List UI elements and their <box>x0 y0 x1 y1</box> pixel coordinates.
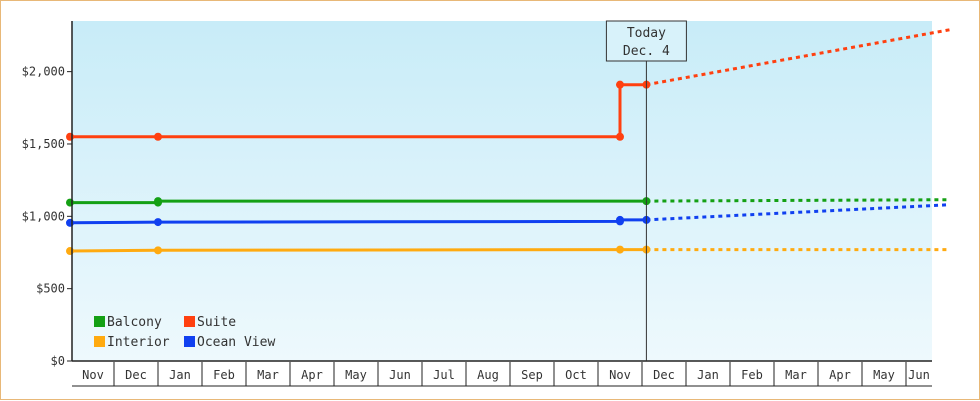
y-tick-label: $0 <box>51 354 65 368</box>
legend-label: Suite <box>197 315 236 330</box>
data-point <box>66 247 74 256</box>
data-point <box>616 132 624 141</box>
data-point <box>66 218 74 227</box>
today-box <box>605 20 687 62</box>
data-point <box>616 80 624 89</box>
x-tick-label: Aug <box>477 368 499 382</box>
x-tick-label: Jan <box>169 368 191 382</box>
data-point <box>616 215 624 224</box>
x-tick-label: Feb <box>741 368 763 382</box>
series-group <box>66 28 951 256</box>
legend-label: Balcony <box>107 315 162 330</box>
x-tick-label: Oct <box>565 368 587 382</box>
x-tick-label: Jun <box>908 368 930 382</box>
legend-swatch <box>94 336 105 347</box>
axes-group: $0 $500 $1,000 $1,500 $2,000 Nov Dec Jan Feb Mar A… <box>22 21 932 387</box>
data-point <box>154 218 162 227</box>
y-tick-label: $1,500 <box>22 137 65 151</box>
data-point <box>154 197 162 206</box>
legend-swatch <box>94 316 105 327</box>
x-tick-label: Feb <box>213 368 235 382</box>
data-point <box>154 246 162 255</box>
today-label: Today <box>627 26 666 41</box>
legend-label: Ocean View <box>197 335 275 350</box>
legend-swatch <box>184 316 195 327</box>
series-projection-ocean-view <box>646 203 951 222</box>
x-tick-label: Apr <box>301 368 323 382</box>
today-date: Dec. 4 <box>623 44 670 59</box>
data-point <box>154 132 162 141</box>
legend-label: Interior <box>107 335 170 350</box>
series-projection-balcony <box>646 198 951 203</box>
data-point <box>66 132 74 141</box>
plot-area <box>72 21 932 361</box>
x-tick-label: Jun <box>389 368 411 382</box>
series-line-interior <box>69 248 647 253</box>
x-tick-label: May <box>873 368 895 382</box>
y-tick-label: $1,000 <box>22 209 65 223</box>
x-tick-label: Mar <box>785 368 807 382</box>
y-tick-label: $2,000 <box>22 65 65 79</box>
x-tick-label: Nov <box>609 368 631 382</box>
x-tick-label: Nov <box>82 368 104 382</box>
x-tick-label: Dec <box>125 368 147 382</box>
today-marker: Today Dec. 4 <box>605 20 687 361</box>
x-tick-label: Apr <box>829 368 851 382</box>
data-point <box>66 198 74 207</box>
x-tick-label: May <box>345 368 367 382</box>
x-tick-label: Jan <box>697 368 719 382</box>
x-tick-label: Jul <box>433 368 455 382</box>
x-tick-label: Sep <box>521 368 543 382</box>
series-projection-suite <box>646 28 951 87</box>
legend: Balcony Suite Interior Ocean View <box>94 315 275 350</box>
y-tick-label: $500 <box>36 282 65 296</box>
x-tick-label: Dec <box>653 368 675 382</box>
x-tick-label: Mar <box>257 368 279 382</box>
legend-swatch <box>184 336 195 347</box>
data-point <box>616 245 624 254</box>
